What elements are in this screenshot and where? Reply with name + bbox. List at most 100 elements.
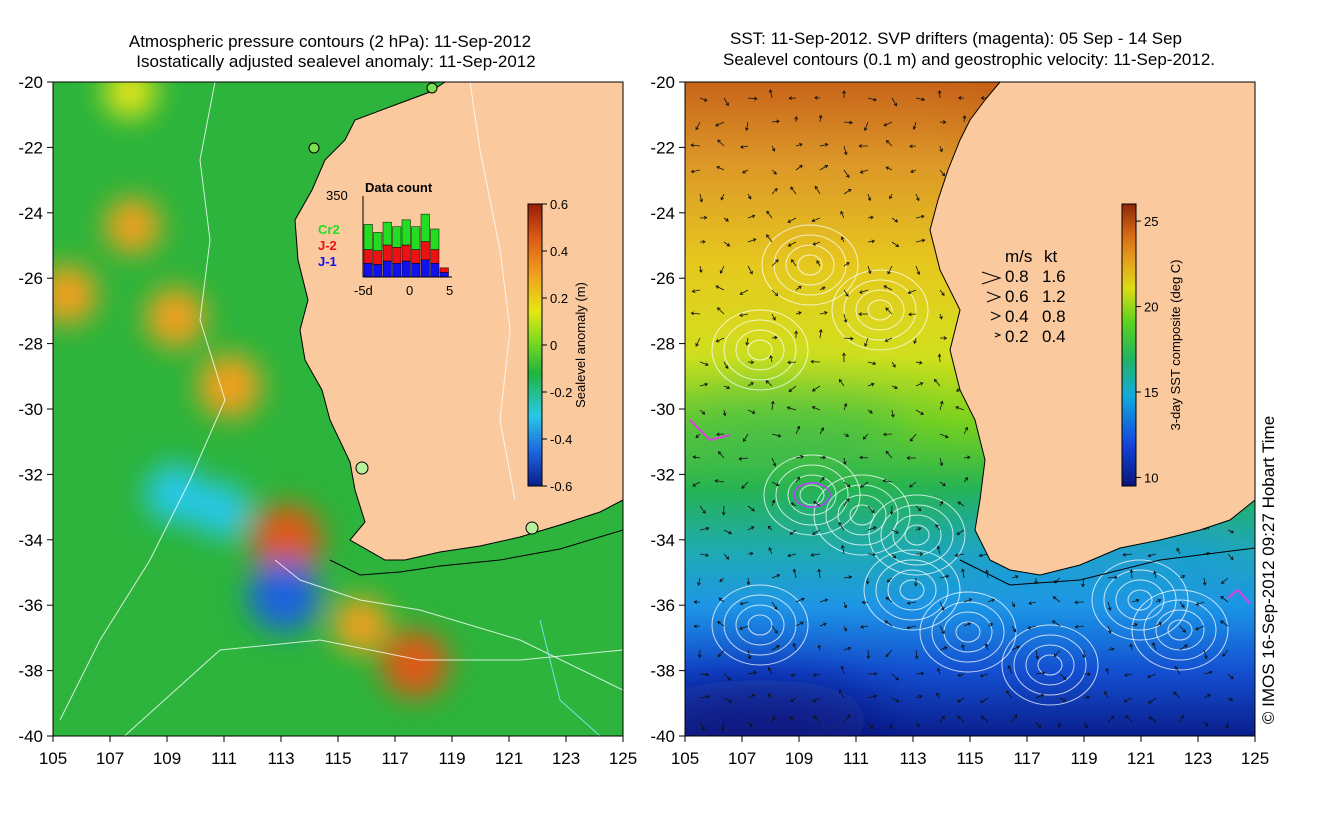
velocity-arrow (1174, 665, 1181, 675)
velocity-legend-arrow (994, 332, 1002, 338)
velocity-arrow (1122, 552, 1133, 557)
velocity-legend-arrow (981, 271, 1002, 285)
velocity-arrow (1195, 625, 1205, 631)
velocity-arrow (867, 694, 878, 699)
velocity-arrow (1074, 624, 1085, 629)
velocity-arrow (692, 455, 701, 460)
velocity-arrow (915, 505, 922, 512)
velocity-arrow (860, 481, 869, 488)
velocity-arrow (767, 693, 773, 699)
velocity-arrow (909, 481, 917, 488)
sealevel-contour (1131, 589, 1229, 671)
velocity-arrow (786, 406, 797, 411)
velocity-arrow (699, 695, 710, 699)
velocity-arrow (939, 625, 945, 635)
velocity-arrow (987, 598, 995, 603)
velocity-arrow (812, 241, 821, 246)
sealevel-contour (1167, 619, 1193, 641)
velocity-arrow (939, 715, 945, 723)
velocity-arrow (816, 260, 821, 267)
velocity-arrow (961, 568, 965, 579)
sealevel-contour (1013, 634, 1087, 696)
velocity-arrow (867, 239, 876, 244)
inset-bar-j-2 (392, 247, 402, 264)
velocity-arrow (915, 671, 925, 676)
velocity-arrow (766, 210, 773, 219)
velocity-arrow (723, 673, 732, 681)
velocity-arrow (771, 259, 779, 267)
velocity-arrow (933, 378, 941, 387)
velocity-arrow (715, 337, 725, 343)
velocity-legend-kt: 1.6 (1042, 267, 1066, 286)
velocity-arrow (739, 289, 749, 295)
sealevel-contour (849, 504, 875, 526)
left-ytick-label: -34 (18, 531, 43, 550)
velocity-arrow (963, 477, 969, 483)
velocity-arrow (839, 689, 845, 699)
colorbar-tick-label: -0.4 (550, 432, 572, 447)
velocity-arrow (819, 286, 826, 291)
velocity-arrow (768, 546, 773, 555)
velocity-arrow (843, 601, 848, 609)
velocity-arrow (771, 499, 776, 507)
velocity-arrow (842, 90, 846, 99)
velocity-arrow (984, 643, 989, 651)
velocity-arrow (891, 529, 899, 534)
velocity-arrow (908, 312, 917, 317)
right-xtick-label: 125 (1241, 749, 1269, 768)
velocity-arrow (790, 502, 797, 507)
velocity-arrow (1147, 697, 1157, 704)
velocity-arrow (840, 665, 845, 675)
velocity-arrow (1051, 620, 1061, 627)
velocity-arrow (936, 692, 941, 699)
velocity-arrow (795, 311, 802, 315)
sealevel-contour (892, 514, 942, 556)
velocity-arrow (795, 597, 805, 603)
velocity-arrow (1227, 697, 1234, 701)
sealevel-contour (813, 474, 911, 556)
left-ytick-label: -26 (18, 269, 43, 288)
inset-xtick: 0 (406, 283, 413, 298)
left-ytick-label: -20 (18, 73, 43, 92)
inset-bar-j-1 (382, 260, 392, 278)
sealevel-contour (1127, 589, 1153, 611)
velocity-arrow (1107, 601, 1112, 611)
velocity-arrow (1173, 691, 1181, 699)
velocity-arrow (1107, 647, 1115, 651)
velocity-arrow (747, 382, 754, 387)
velocity-arrow (889, 193, 893, 200)
velocity-arrow (795, 621, 804, 627)
velocity-arrow (891, 409, 895, 418)
shelf-break-contour (329, 529, 623, 576)
sealevel-contour (875, 559, 949, 621)
sealevel-contour (831, 269, 929, 351)
sst-colorbar (1121, 203, 1137, 487)
velocity-arrow (840, 544, 845, 555)
velocity-arrow (840, 210, 845, 219)
velocity-arrow (768, 666, 773, 675)
velocity-arrow (1227, 673, 1234, 680)
velocity-arrow (979, 673, 989, 678)
inset-bar-cr2 (430, 228, 440, 250)
velocity-arrow (1035, 649, 1039, 660)
velocity-arrow (813, 501, 821, 507)
velocity-legend-kt: 0.4 (1042, 327, 1066, 346)
velocity-arrow (741, 481, 749, 489)
copyright-credit: © IMOS 16-Sep-2012 09:27 Hobart Time (1259, 416, 1278, 724)
sealevel-contour (1001, 624, 1099, 706)
velocity-arrow (747, 360, 755, 365)
velocity-arrow (883, 121, 893, 127)
inset-xtick: -5d (354, 283, 373, 298)
velocity-arrow (842, 352, 846, 363)
velocity-legend-arrow (986, 291, 1002, 303)
velocity-arrow (745, 121, 749, 132)
velocity-arrow (867, 552, 877, 557)
inset-bar-j-2 (411, 249, 421, 264)
velocity-arrow (843, 498, 850, 507)
velocity-arrow (771, 574, 781, 579)
velocity-arrow (939, 574, 950, 579)
velocity-arrow (717, 621, 725, 627)
velocity-arrow (742, 169, 749, 174)
velocity-arrow (884, 337, 893, 342)
left-ytick-label: -24 (18, 204, 43, 223)
